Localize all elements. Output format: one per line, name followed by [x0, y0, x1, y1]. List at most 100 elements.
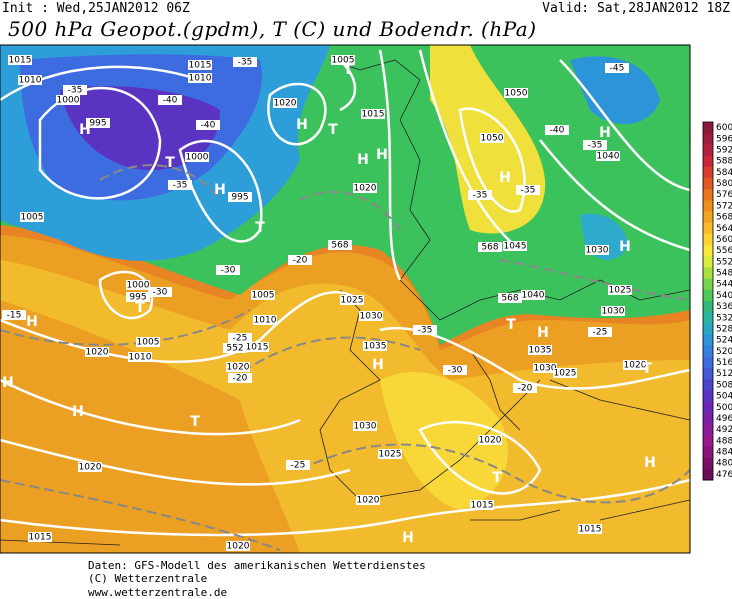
- label-box: [216, 265, 240, 275]
- legend-frame: [702, 121, 714, 481]
- label-box: [521, 290, 545, 300]
- map-label: 568: [331, 241, 348, 251]
- legend-swatch: [703, 166, 713, 179]
- label-box: [480, 133, 504, 143]
- legend-label: 564: [716, 224, 732, 234]
- label-box: [533, 363, 557, 373]
- map-label: 995: [231, 193, 248, 203]
- footer-line: www.wetterzentrale.de: [88, 586, 227, 599]
- label-box: [553, 368, 577, 378]
- legend-swatch: [703, 390, 713, 403]
- map-label: -30: [153, 288, 168, 298]
- map-label: -35: [68, 86, 83, 96]
- pressure-center: T: [135, 300, 145, 316]
- map-labels: 1015 1010 1000 995 1015 1010 1020 1005 1015 1050 1…: [2, 55, 656, 552]
- label-box: [85, 347, 109, 357]
- label-box: [583, 140, 607, 150]
- legend-label: 540: [716, 291, 732, 301]
- label-box: [185, 152, 209, 162]
- label-box: [328, 240, 352, 250]
- map-label: 552: [226, 344, 243, 354]
- legend-swatch: [703, 424, 713, 436]
- legend-swatch: [703, 368, 713, 380]
- label-box: [356, 495, 380, 505]
- pressure-center: T: [642, 361, 652, 377]
- map-label: 1015: [9, 56, 32, 66]
- legend-swatch: [703, 356, 713, 369]
- label-box: [468, 190, 492, 200]
- map-label: 1025: [341, 296, 364, 306]
- pressure-center: H: [376, 147, 388, 163]
- pressure-center: H: [402, 530, 414, 546]
- map-label: 1005: [252, 291, 275, 301]
- label-box: [578, 524, 602, 534]
- legend-swatch: [703, 278, 713, 291]
- map-label: 1020: [79, 463, 102, 473]
- legend-label: 524: [716, 336, 732, 346]
- map-label: 1015: [29, 533, 52, 543]
- legend-swatch: [703, 334, 713, 347]
- label-box: [596, 151, 620, 161]
- legend-swatch: [703, 177, 713, 190]
- map-label: 1035: [529, 346, 552, 356]
- label-box: [545, 125, 569, 135]
- map-label: 1010: [254, 316, 277, 326]
- legend-label: 488: [716, 436, 732, 446]
- label-box: [363, 341, 387, 351]
- legend-label: 484: [716, 448, 732, 458]
- legend-swatch: [703, 412, 713, 425]
- legend-swatch: [703, 435, 713, 447]
- map-label: -40: [163, 96, 178, 106]
- label-box: [168, 180, 192, 190]
- field-572: [0, 260, 690, 553]
- label-box: [128, 352, 152, 362]
- map-label: -35: [588, 141, 603, 151]
- legend-label: 556: [716, 246, 732, 256]
- label-box: [470, 500, 494, 510]
- map-label: 1015: [246, 343, 269, 353]
- legend-label: 596: [716, 134, 732, 144]
- map-label: -35: [473, 191, 488, 201]
- label-box: [196, 120, 220, 130]
- map-label: 1020: [479, 436, 502, 446]
- valid-time: Valid: Sat,28JAN2012 18Z: [542, 1, 730, 16]
- legend-swatch: [703, 256, 713, 268]
- map-label: 568: [481, 243, 498, 253]
- label-box: [288, 255, 312, 265]
- label-box: [623, 360, 647, 370]
- map-label: -35: [173, 181, 188, 191]
- legend-label: 548: [716, 269, 732, 279]
- legend-label: 512: [716, 369, 732, 379]
- pressure-center: H: [537, 325, 549, 341]
- pressure-center: H: [619, 239, 631, 255]
- legend-label: 500: [716, 403, 732, 413]
- pressure-center: H: [79, 122, 91, 138]
- label-box: [158, 95, 182, 105]
- pressure-center: H: [296, 117, 308, 133]
- map-label: -20: [233, 374, 248, 384]
- label-box: [2, 310, 26, 320]
- pressure-center: T: [343, 62, 353, 78]
- label-box: [251, 290, 275, 300]
- map-label: 1030: [602, 307, 625, 317]
- label-box: [188, 73, 212, 83]
- map-label: 1030: [360, 312, 383, 322]
- legend-label: 480: [716, 459, 732, 469]
- pressure-center: T: [328, 122, 338, 138]
- legend-label: 580: [716, 179, 732, 189]
- label-box: [585, 245, 609, 255]
- legend-label: 600: [716, 123, 732, 133]
- legend-swatch: [703, 222, 713, 235]
- label-box: [504, 88, 528, 98]
- map-label: 1010: [129, 353, 152, 363]
- legend-swatch: [703, 189, 713, 201]
- legend-swatch: [703, 301, 713, 313]
- label-box: [331, 55, 355, 65]
- label-box: [516, 185, 540, 195]
- legend-label: 520: [716, 347, 732, 357]
- map-label: 1020: [354, 184, 377, 194]
- legend-swatch: [703, 267, 713, 280]
- map-label: -35: [418, 326, 433, 336]
